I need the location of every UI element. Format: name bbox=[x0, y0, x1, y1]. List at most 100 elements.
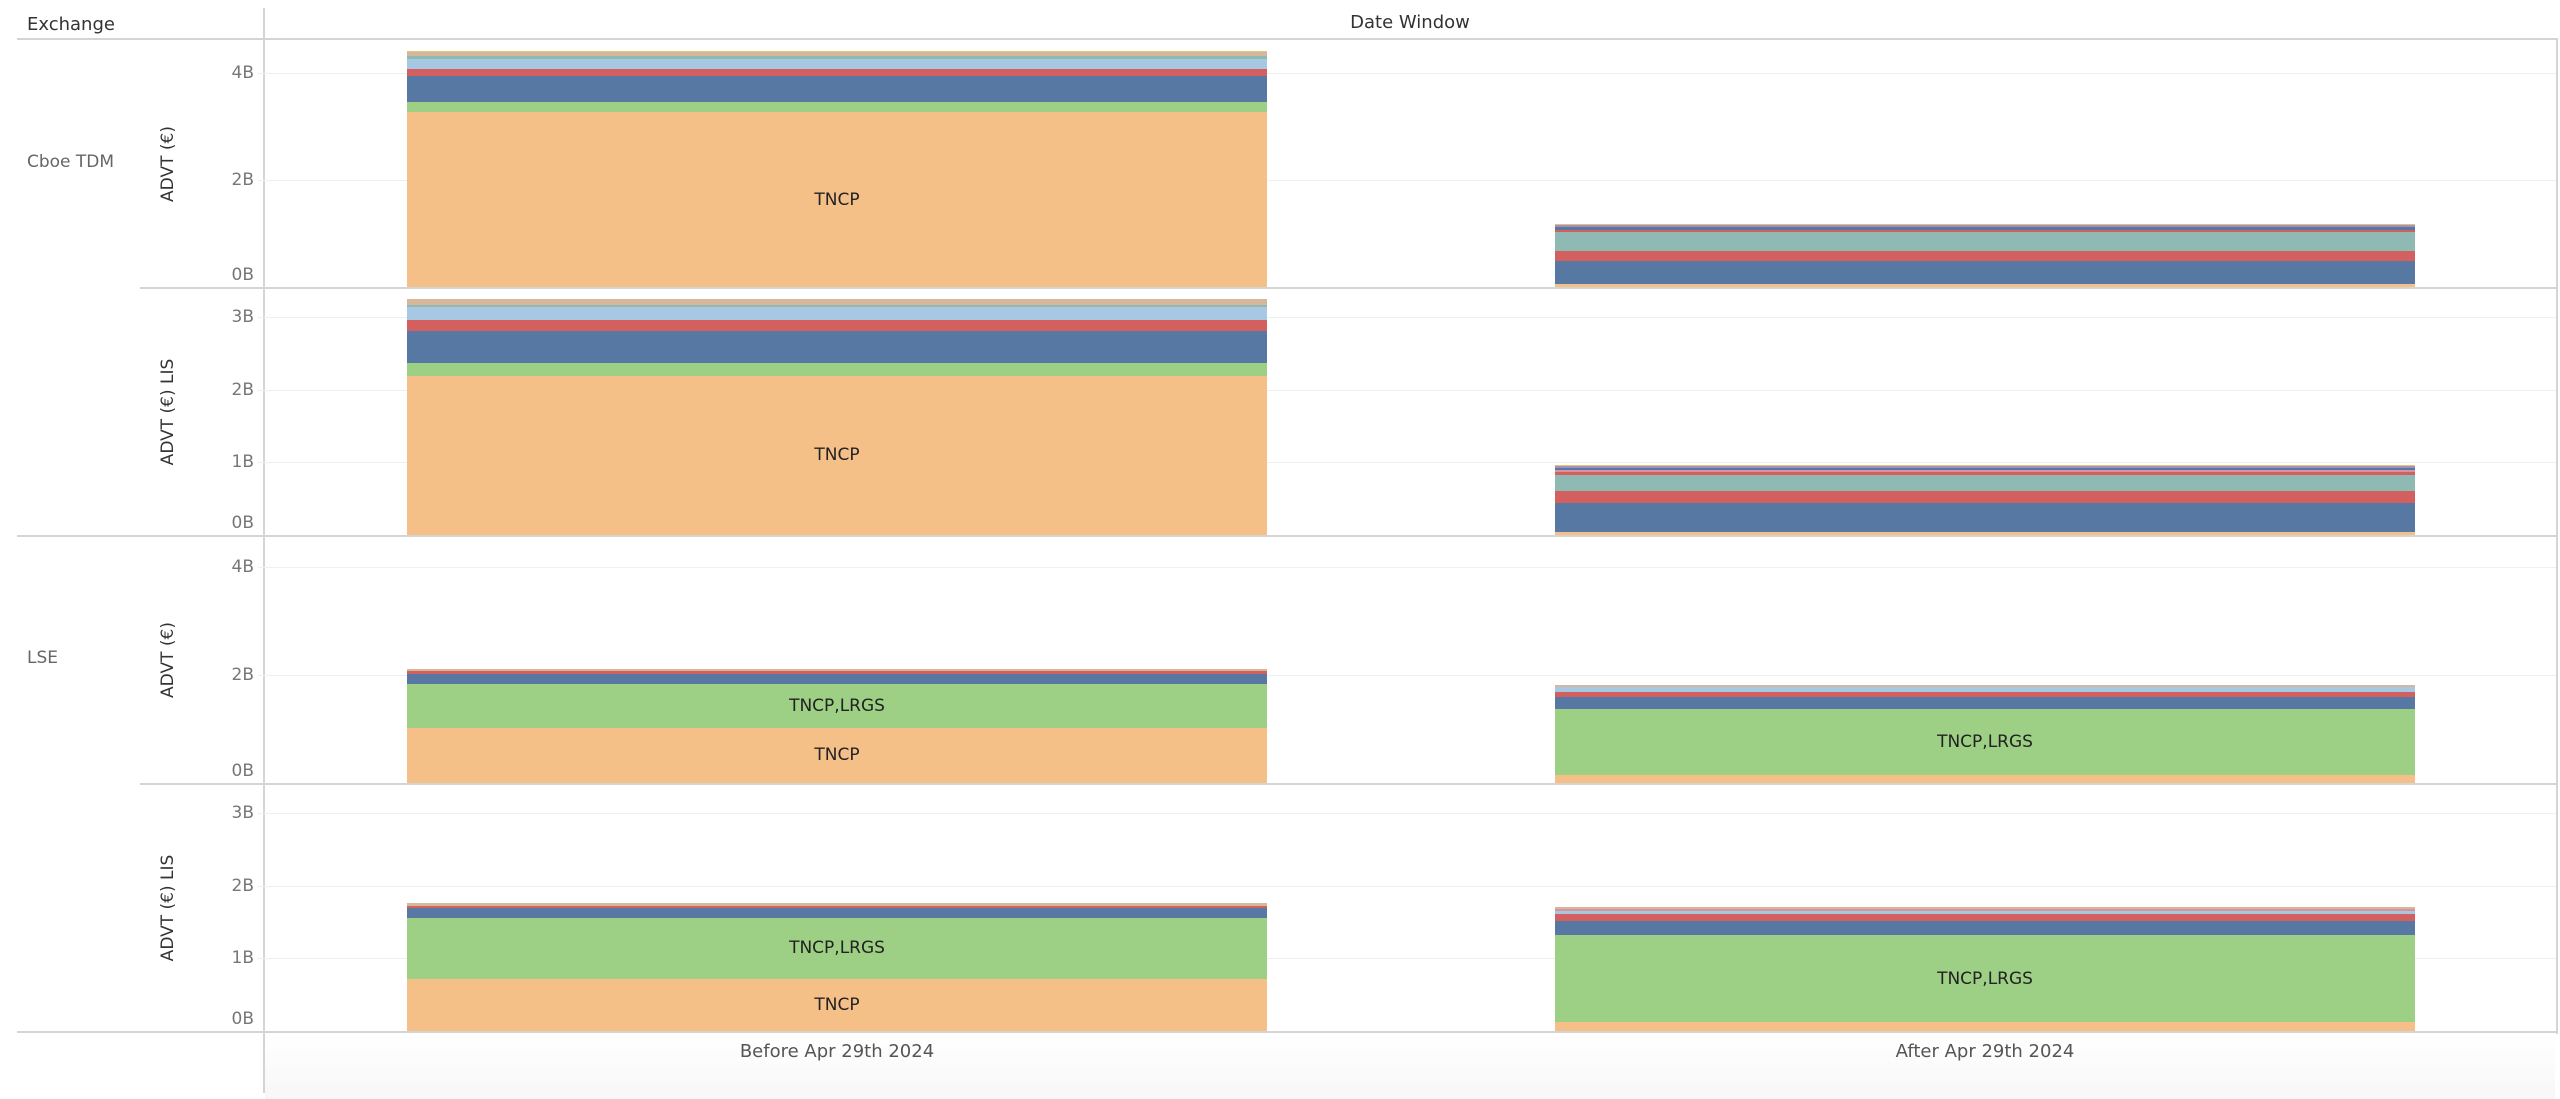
bar-segment-lightblue[interactable] bbox=[1555, 687, 2415, 693]
bar-segment-blue[interactable] bbox=[1555, 227, 2415, 231]
y-tick-label: 0B bbox=[231, 265, 254, 285]
bar-segment-tncp[interactable] bbox=[407, 112, 1267, 287]
bar-segment-lightblue[interactable] bbox=[1555, 911, 2415, 914]
bar-segment-tan[interactable] bbox=[407, 903, 1267, 906]
y-tick-label: 0B bbox=[231, 513, 254, 533]
bar-segment-tncp-lrgs[interactable] bbox=[1555, 935, 2415, 1023]
bar-segment-blue[interactable] bbox=[407, 908, 1267, 919]
bar-segment-blue[interactable] bbox=[407, 673, 1267, 685]
bar-segment-tncp-lrgs[interactable] bbox=[407, 362, 1267, 376]
panel-divider bbox=[17, 535, 2558, 537]
header-divider bbox=[17, 38, 2558, 40]
gridline bbox=[258, 462, 2556, 464]
panel-divider bbox=[17, 1031, 2558, 1033]
bar-segment-blue[interactable] bbox=[407, 75, 1267, 102]
panel-divider bbox=[140, 783, 2558, 785]
bar-segment-teal[interactable] bbox=[1555, 474, 2415, 491]
segment-label: TNCP bbox=[814, 445, 860, 466]
gridline bbox=[258, 567, 2556, 568]
bar-segment-tncp[interactable] bbox=[407, 727, 1267, 783]
bar-segment-blue[interactable] bbox=[1555, 697, 2415, 709]
bar-segment-tncp[interactable] bbox=[1555, 1022, 2415, 1031]
bar-segment-tncp[interactable] bbox=[1555, 283, 2415, 287]
x-tick-label-before: Before Apr 29th 2024 bbox=[739, 1041, 935, 1062]
bar-segment-tan[interactable] bbox=[407, 299, 1267, 305]
bar-segment-teal[interactable] bbox=[407, 56, 1267, 59]
segment-label: TNCP bbox=[814, 745, 860, 766]
bar-segment-tan[interactable] bbox=[407, 669, 1267, 672]
bar-segment-teal[interactable] bbox=[407, 304, 1267, 308]
y-tick-label: 0B bbox=[231, 1009, 254, 1029]
bar-segment-red[interactable] bbox=[407, 68, 1267, 76]
gridline bbox=[258, 958, 2556, 960]
bar-segment-tncp-lrgs[interactable] bbox=[407, 918, 1267, 979]
bar-segment-lightblue[interactable] bbox=[407, 58, 1267, 69]
gridline bbox=[258, 389, 2556, 391]
bar-segment-red[interactable] bbox=[407, 905, 1267, 909]
bar-segment-pink[interactable] bbox=[1555, 908, 2415, 912]
bar-segment-blue[interactable] bbox=[1555, 921, 2415, 936]
axis-divider bbox=[263, 8, 265, 1093]
y-tick-label: 2B bbox=[231, 875, 254, 896]
bar-segment-red[interactable] bbox=[1555, 692, 2415, 698]
exchange-column-header: Exchange bbox=[27, 14, 115, 35]
bar-segment-lightblue[interactable] bbox=[407, 307, 1267, 320]
bar-segment-red[interactable] bbox=[1555, 472, 2415, 475]
bar-segment-tncp-lrgs[interactable] bbox=[1555, 709, 2415, 775]
gridline bbox=[258, 316, 2556, 318]
gridline bbox=[258, 180, 2556, 181]
segment-label: TNCP bbox=[814, 189, 860, 210]
bar-segment-blue[interactable] bbox=[407, 330, 1267, 363]
footer-shade bbox=[265, 1034, 2555, 1099]
y-tick-label: 2B bbox=[231, 665, 254, 685]
panel-divider bbox=[140, 287, 2558, 289]
bar-segment-red[interactable] bbox=[407, 671, 1267, 674]
y-tick-label: 0B bbox=[231, 761, 254, 781]
bar-segment-tan[interactable] bbox=[407, 51, 1267, 57]
bar-segment-tncp[interactable] bbox=[407, 978, 1267, 1031]
segment-label: TNCP bbox=[814, 994, 860, 1015]
gridline bbox=[258, 675, 2556, 676]
y-tick-label: 4B bbox=[231, 557, 254, 577]
bar-segment-tncp[interactable] bbox=[407, 375, 1267, 535]
y-tick-label: 2B bbox=[231, 379, 254, 400]
segment-label: TNCP,LRGS bbox=[789, 696, 885, 717]
bar-segment-tncp-lrgs[interactable] bbox=[407, 684, 1267, 728]
gridline bbox=[258, 812, 2556, 814]
gridline bbox=[258, 885, 2556, 887]
bar-segment-red[interactable] bbox=[1555, 230, 2415, 233]
bar-segment-tncp[interactable] bbox=[1555, 774, 2415, 783]
bar-segment-teal[interactable] bbox=[1555, 232, 2415, 251]
segment-label: TNCP,LRGS bbox=[1937, 968, 2033, 989]
bar-segment-tncp[interactable] bbox=[1555, 532, 2415, 535]
bar-segment-blue[interactable] bbox=[1555, 503, 2415, 533]
bar-segment-red[interactable] bbox=[1555, 913, 2415, 922]
bar-segment-tan[interactable] bbox=[1555, 685, 2415, 688]
measure-axis-title: ADVT (€) bbox=[158, 621, 178, 698]
measure-axis-title: ADVT (€) bbox=[158, 125, 178, 202]
bar-segment-gold[interactable] bbox=[1555, 224, 2415, 226]
bar-segment-red[interactable] bbox=[1555, 490, 2415, 503]
y-tick-label: 1B bbox=[231, 452, 254, 473]
gridline bbox=[258, 73, 2556, 74]
bar-segment-purple[interactable] bbox=[1555, 465, 2415, 469]
bar-segment-gold[interactable] bbox=[407, 50, 1267, 52]
y-tick-label: 2B bbox=[231, 170, 254, 190]
measure-axis-title: ADVT (€) LIS bbox=[158, 854, 178, 961]
bar-segment-blue[interactable] bbox=[1555, 260, 2415, 284]
date-window-header: Date Window bbox=[1350, 12, 1470, 33]
bar-segment-red[interactable] bbox=[407, 319, 1267, 331]
bar-segment-red[interactable] bbox=[1555, 250, 2415, 261]
segment-label: TNCP,LRGS bbox=[789, 938, 885, 959]
exchange-label: Cboe TDM bbox=[27, 152, 115, 172]
y-tick-label: 3B bbox=[231, 306, 254, 327]
bar-segment-blue[interactable] bbox=[1555, 468, 2415, 471]
bar-segment-tncp-lrgs[interactable] bbox=[407, 101, 1267, 113]
bar-segment-pink[interactable] bbox=[1555, 470, 2415, 473]
y-tick-label: 4B bbox=[231, 63, 254, 83]
y-tick-label: 3B bbox=[231, 802, 254, 823]
bar-segment-tan[interactable] bbox=[1555, 906, 2415, 909]
bar-segment-gold[interactable] bbox=[1555, 465, 2415, 467]
y-tick-label: 1B bbox=[231, 948, 254, 969]
bar-segment-purple[interactable] bbox=[1555, 225, 2415, 228]
